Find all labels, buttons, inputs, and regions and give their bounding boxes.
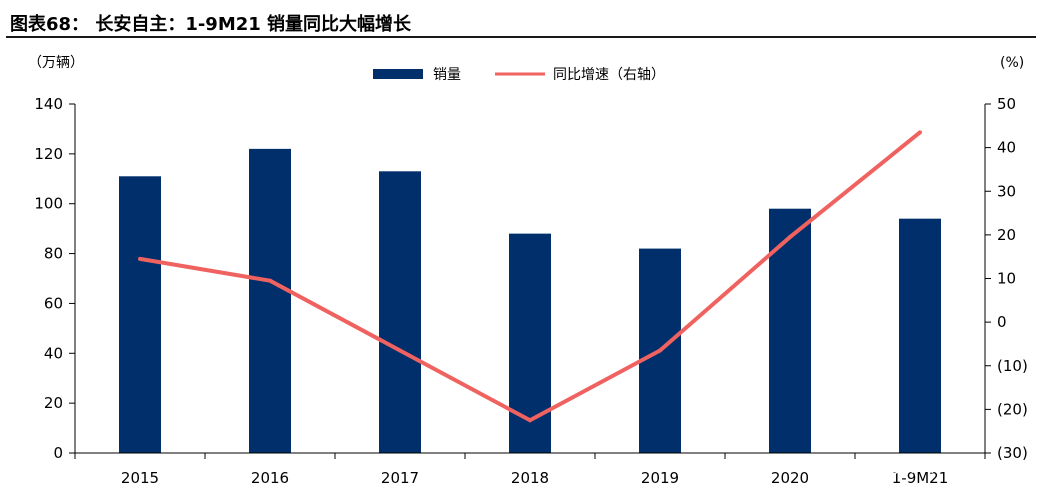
x-tick-label: 2018: [511, 469, 549, 487]
right-tick-label: (20): [997, 400, 1028, 418]
right-tick-label: 30: [997, 182, 1016, 200]
left-tick-label: 100: [34, 195, 63, 213]
right-tick-label: 10: [997, 270, 1016, 288]
right-axis-unit: (%): [1000, 55, 1024, 71]
line-point: [398, 348, 402, 353]
x-axis: 2015 2016 2017 2018 2019 2020 1-9M21: [74, 452, 986, 487]
line-point: [268, 278, 272, 283]
title-bar: 图表68： 长安自主：1-9M21 销量同比大幅增长: [6, 6, 1036, 38]
line-point: [658, 348, 662, 353]
x-tick-label: 2017: [381, 469, 419, 487]
bar: [899, 218, 941, 453]
right-axis: (30) (20) (10) 0 10 20 30 40 50: [984, 95, 1028, 462]
line-point: [918, 130, 922, 135]
legend: 销量 同比增速（右轴）: [373, 67, 665, 83]
x-tick-label: 1-9M21: [892, 469, 949, 487]
line-series: [138, 130, 922, 423]
title-underline: [6, 36, 1036, 38]
figure-title: 图表68： 长安自主：1-9M21 销量同比大幅增长: [10, 14, 412, 35]
left-tick-label: 60: [44, 294, 63, 312]
legend-bar-label: 销量: [433, 67, 461, 83]
left-axis-unit: （万辆）: [28, 55, 84, 71]
line-point: [528, 418, 532, 423]
left-tick-label: 120: [34, 145, 63, 163]
right-tick-label: 50: [997, 95, 1016, 113]
left-tick-label: 0: [53, 444, 63, 462]
line-point: [138, 256, 142, 261]
bar: [119, 176, 161, 454]
watermark: 头条 @未来智库: [836, 452, 982, 476]
left-tick-label: 40: [44, 344, 63, 362]
bar: [379, 171, 421, 454]
left-tick-label: 80: [44, 245, 63, 263]
bar: [769, 208, 811, 453]
x-tick-label: 2016: [251, 469, 289, 487]
x-tick-label: 2019: [641, 469, 679, 487]
right-tick-label: (10): [997, 357, 1028, 375]
right-tick-label: 40: [997, 139, 1016, 157]
line-point: [788, 235, 792, 240]
bar: [509, 233, 551, 453]
legend-bar-swatch: [373, 69, 423, 79]
x-tick-label: 2015: [121, 469, 159, 487]
bar: [249, 148, 291, 453]
legend-line-label: 同比增速（右轴）: [553, 67, 665, 83]
left-tick-label: 140: [34, 95, 63, 113]
left-tick-label: 20: [44, 394, 63, 412]
left-axis: 0 20 40 60 80 100 120 140: [34, 95, 76, 462]
right-tick-label: 0: [997, 313, 1007, 331]
bar-series: [119, 148, 941, 454]
x-tick-label: 2020: [771, 469, 809, 487]
right-tick-label: 20: [997, 226, 1016, 244]
right-tick-label: (30): [997, 444, 1028, 462]
